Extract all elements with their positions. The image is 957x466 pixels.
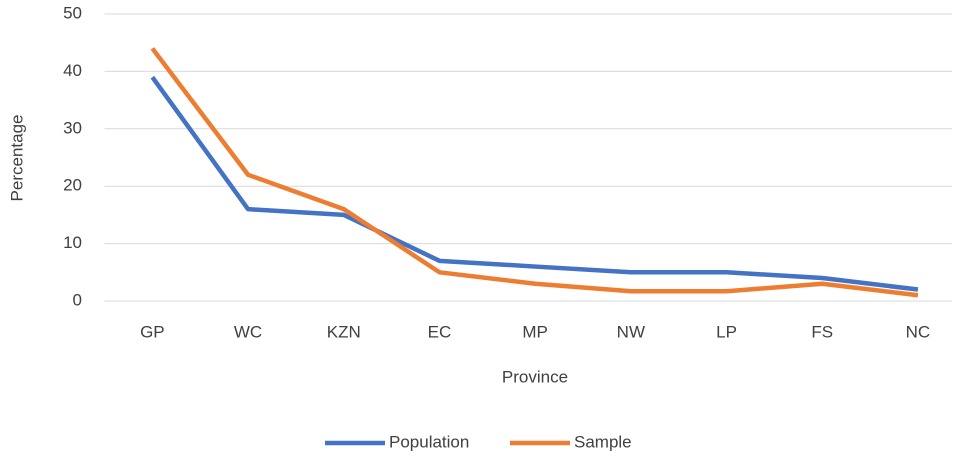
x-tick-label: FS xyxy=(811,322,833,341)
data-line xyxy=(150,75,919,292)
x-tick-label: GP xyxy=(140,322,165,341)
y-axis-title: Percentage xyxy=(7,115,26,202)
x-tick-label: NC xyxy=(906,322,931,341)
y-tick-label: 20 xyxy=(63,176,82,195)
y-tick-label: 10 xyxy=(63,233,82,252)
x-tick-label: LP xyxy=(716,322,737,341)
legend-label: Sample xyxy=(574,432,632,451)
data-line xyxy=(150,47,919,298)
x-tick-label: WC xyxy=(234,322,262,341)
y-tick-label: 0 xyxy=(73,290,82,309)
x-tick-label: NW xyxy=(617,322,645,341)
x-tick-label: EC xyxy=(428,322,452,341)
y-tick-label: 30 xyxy=(63,118,82,137)
legend-label: Population xyxy=(389,432,469,451)
x-tick-label: KZN xyxy=(327,322,361,341)
x-axis-title: Province xyxy=(502,367,568,386)
x-tick-label: MP xyxy=(522,322,548,341)
y-tick-label: 40 xyxy=(63,61,82,80)
y-tick-label: 50 xyxy=(63,3,82,22)
